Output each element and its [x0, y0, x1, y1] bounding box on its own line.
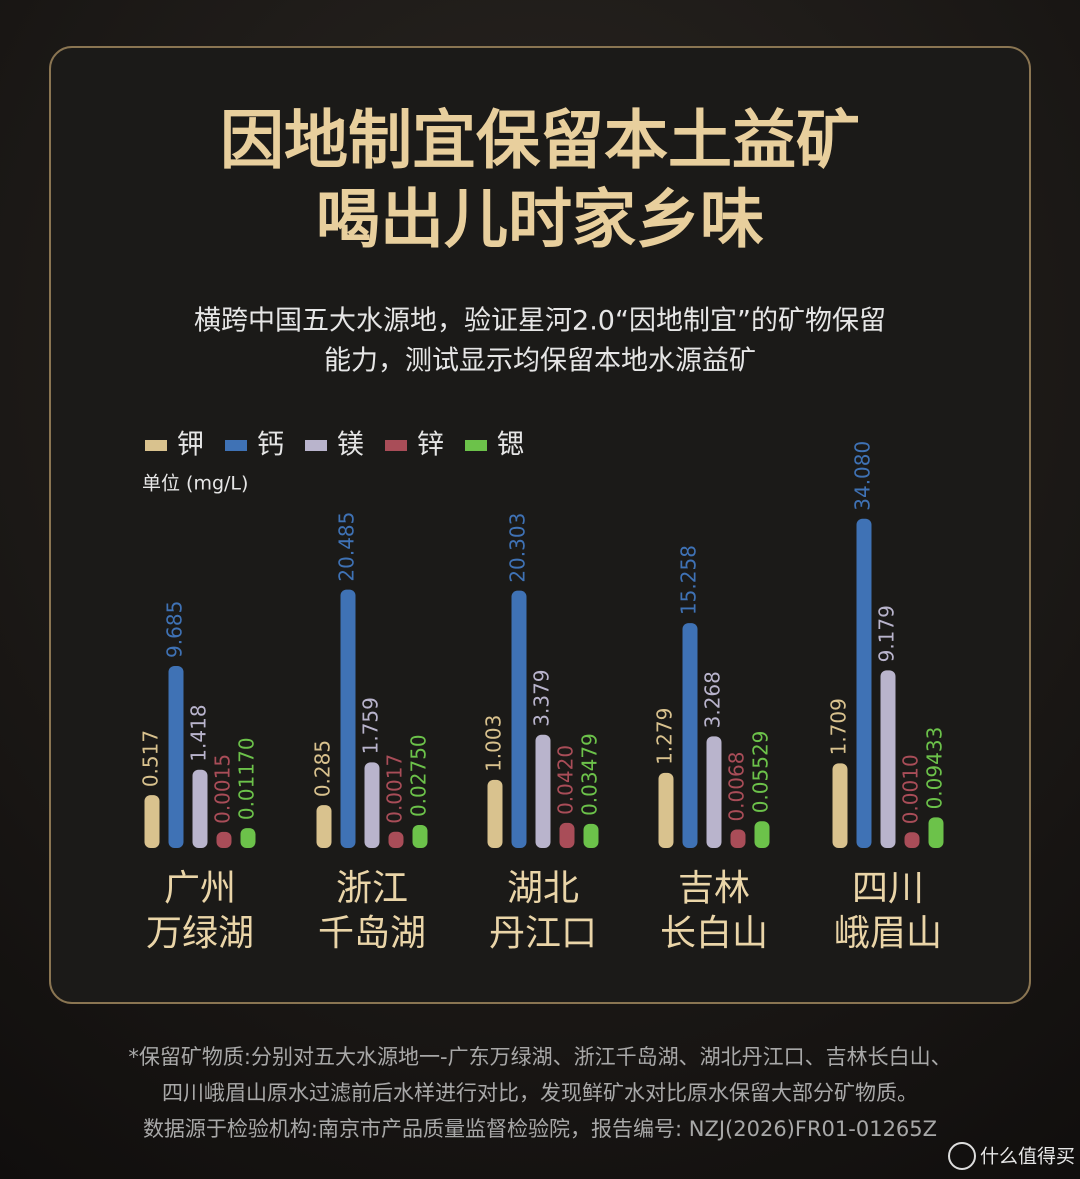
value-label: 20.485	[335, 512, 359, 582]
bar	[832, 763, 848, 848]
bar	[928, 817, 944, 848]
value-label: 0.05529	[749, 731, 773, 814]
panel	[49, 46, 1031, 1004]
watermark-icon	[948, 1142, 976, 1170]
legend-label: 钾	[177, 430, 204, 461]
value-label: 0.285	[311, 740, 335, 797]
value-label: 1.759	[359, 697, 383, 754]
category-label: 湖北	[507, 868, 579, 909]
footnote-line: *保留矿物质:分别对五大水源地一-广东万绿湖、浙江千岛湖、湖北丹江口、吉林长白山…	[128, 1045, 951, 1069]
legend-swatch	[145, 440, 167, 451]
value-label: 0.0068	[725, 752, 749, 822]
bar	[754, 821, 770, 848]
value-label: 0.517	[139, 730, 163, 787]
category-label: 长白山	[660, 913, 768, 954]
bar	[192, 769, 208, 848]
category-label: 峨眉山	[834, 913, 942, 954]
footnote-line: 数据源于检验机构:南京市产品质量监督检验院，报告编号: NZJ(2026)FR0…	[143, 1117, 937, 1141]
subtitle-line: 能力，测试显示均保留本地水源益矿	[324, 346, 756, 377]
category-label: 广州	[164, 868, 236, 909]
bar	[559, 822, 575, 848]
category-label: 丹江口	[489, 913, 597, 954]
legend-label: 锌	[417, 430, 444, 461]
value-label: 0.0010	[899, 754, 923, 824]
value-label: 9.685	[163, 601, 187, 658]
category-label: 万绿湖	[146, 913, 254, 954]
category-label: 吉林	[678, 868, 750, 909]
bar	[316, 805, 332, 848]
bar	[658, 772, 674, 848]
value-label: 0.03479	[578, 733, 602, 816]
bar	[216, 831, 232, 848]
unit-label: 单位 (mg/L)	[142, 473, 248, 495]
bar	[583, 823, 599, 848]
legend-label: 镁	[337, 430, 364, 461]
category-label: 四川	[852, 868, 924, 909]
legend-swatch	[305, 440, 327, 451]
category-label: 千岛湖	[318, 913, 426, 954]
value-label: 0.02750	[407, 734, 431, 817]
value-label: 0.09433	[923, 727, 947, 810]
legend-swatch	[385, 440, 407, 451]
value-label: 20.303	[506, 513, 530, 583]
bar	[487, 779, 503, 848]
footnote-line: 四川峨眉山原水过滤前后水样进行对比，发现鲜矿水对比原水保留大部分矿物质。	[162, 1081, 918, 1105]
bar	[340, 589, 356, 848]
category-label: 浙江	[336, 868, 408, 909]
bar	[904, 832, 920, 848]
subtitle-line: 横跨中国五大水源地，验证星河2.0“因地制宜”的矿物保留	[194, 306, 886, 337]
bar	[240, 828, 256, 848]
bar	[880, 670, 896, 848]
bar	[511, 590, 527, 848]
value-label: 15.258	[677, 545, 701, 615]
legend-swatch	[225, 440, 247, 451]
value-label: 0.0420	[554, 745, 578, 815]
watermark: 什么值得买	[980, 1146, 1075, 1168]
value-label: 1.418	[187, 704, 211, 761]
bar	[364, 762, 380, 848]
bar	[856, 518, 872, 848]
bar	[388, 831, 404, 848]
bar	[706, 736, 722, 848]
title-line: 喝出儿时家乡味	[316, 184, 764, 258]
legend-label: 钙	[257, 430, 284, 461]
value-label: 0.01170	[235, 737, 259, 820]
value-label: 3.268	[701, 671, 725, 728]
value-label: 34.080	[851, 441, 875, 511]
bar	[682, 623, 698, 848]
value-label: 0.0015	[211, 754, 235, 824]
bar	[168, 665, 184, 848]
value-label: 3.379	[530, 669, 554, 726]
value-label: 1.003	[482, 715, 506, 772]
legend-swatch	[465, 440, 487, 451]
bar	[144, 795, 160, 848]
bar	[535, 734, 551, 848]
value-label: 1.279	[653, 708, 677, 765]
value-label: 0.0017	[383, 754, 407, 824]
bar	[730, 829, 746, 848]
title-line: 因地制宜保留本土益矿	[220, 105, 860, 179]
legend-label: 锶	[497, 430, 524, 461]
value-label: 1.709	[827, 698, 851, 755]
bar	[412, 825, 428, 848]
value-label: 9.179	[875, 605, 899, 662]
